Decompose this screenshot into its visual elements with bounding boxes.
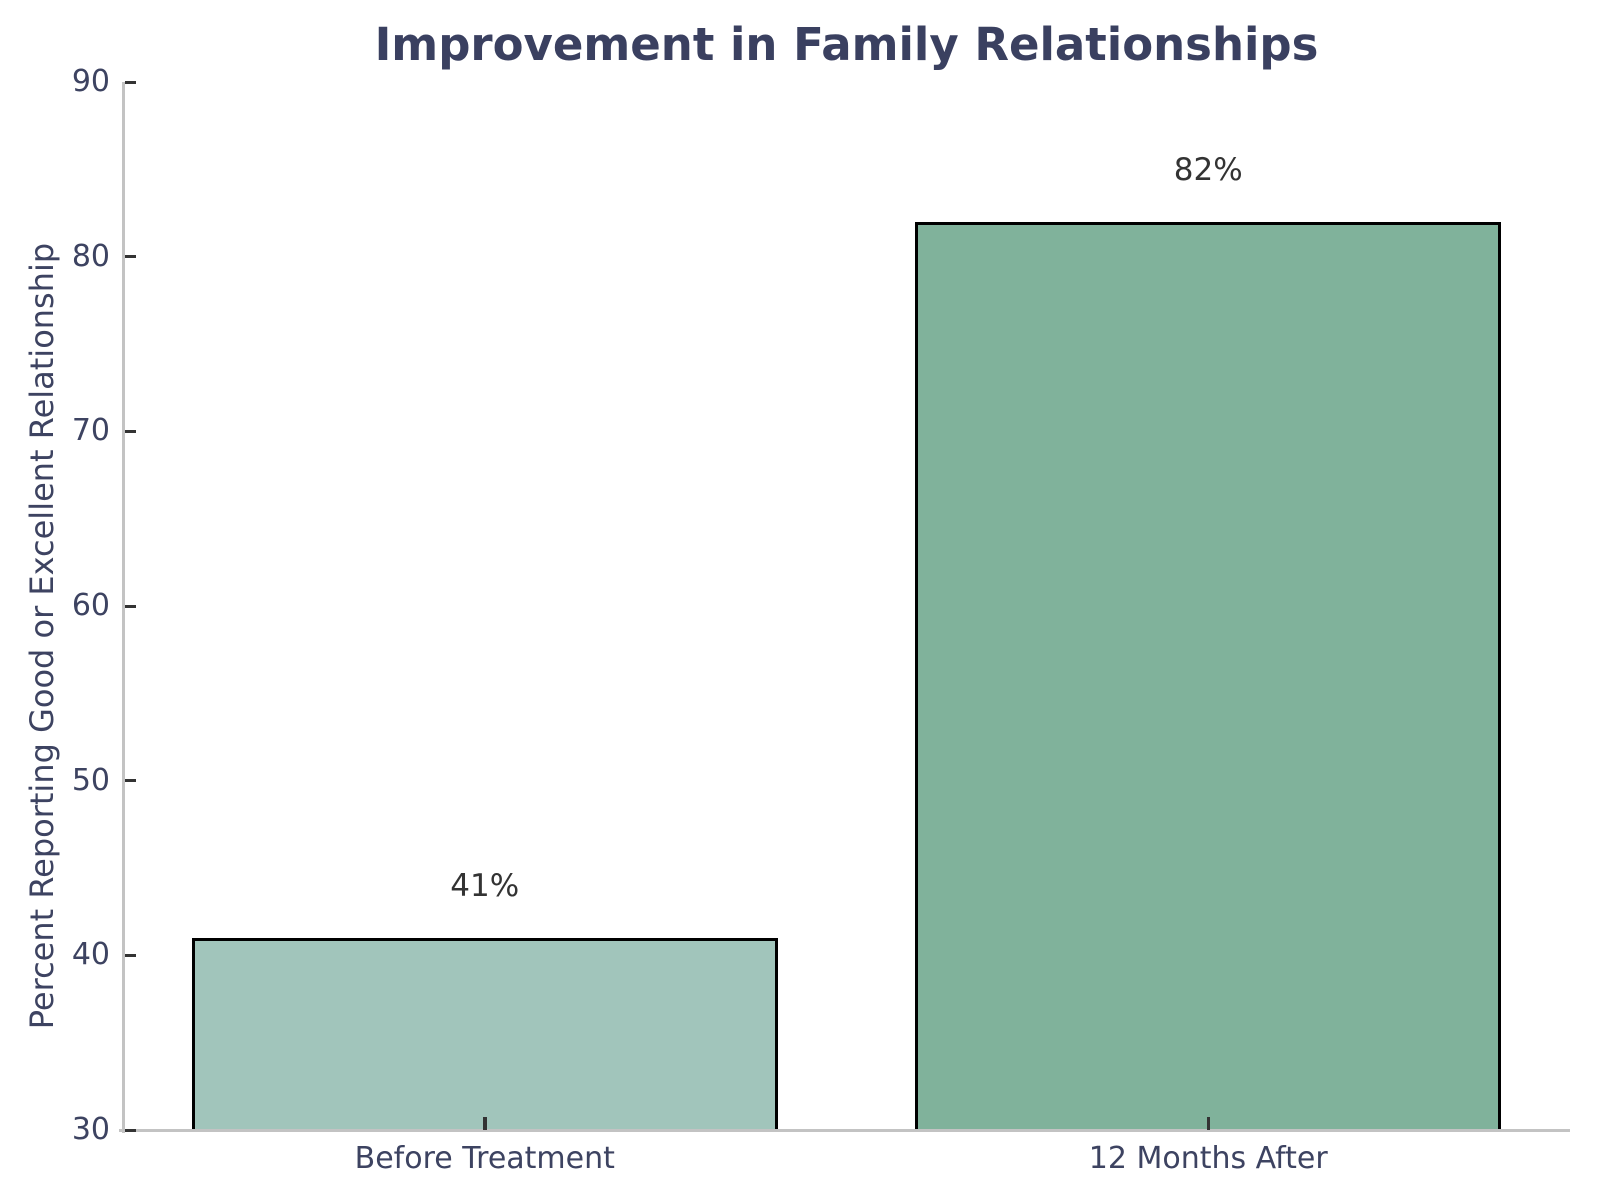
x-axis-spine <box>119 1128 1570 1132</box>
y-tick-label: 40 <box>71 937 110 973</box>
y-axis-spine <box>121 82 125 1133</box>
y-tick-mark <box>124 779 136 783</box>
bar-value-label: 41% <box>450 867 520 904</box>
bar <box>915 221 1502 1132</box>
y-tick-mark <box>124 1128 136 1132</box>
y-tick-mark <box>124 255 136 259</box>
x-tick-label: Before Treatment <box>354 1141 615 1176</box>
y-tick-label: 90 <box>71 64 110 99</box>
bar-value-label: 82% <box>1173 151 1243 188</box>
x-tick-mark <box>1206 1117 1210 1130</box>
chart-title: Improvement in Family Relationships <box>374 18 1319 71</box>
y-tick-label: 60 <box>71 588 110 623</box>
y-tick-label: 30 <box>71 1112 110 1147</box>
y-tick-mark <box>124 604 136 608</box>
y-tick-mark <box>124 429 136 433</box>
y-tick-mark <box>124 953 136 957</box>
bar <box>191 937 778 1132</box>
x-tick-label: 12 Months After <box>1088 1141 1328 1176</box>
y-tick-mark <box>124 80 136 84</box>
x-tick-mark <box>483 1117 487 1130</box>
y-tick-label: 70 <box>71 413 110 449</box>
y-tick-label: 80 <box>71 238 110 274</box>
y-tick-label: 50 <box>71 762 110 798</box>
